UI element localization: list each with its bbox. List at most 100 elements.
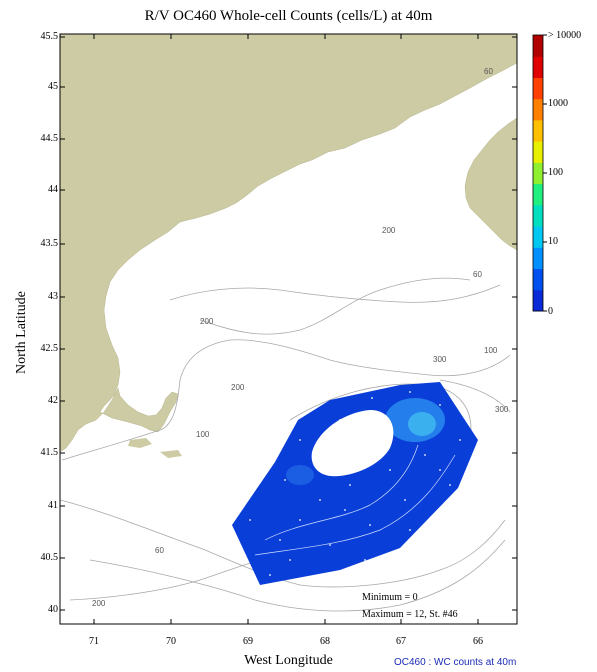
station-dot xyxy=(369,524,371,526)
station-dot xyxy=(409,529,411,531)
y-tick-label: 42 xyxy=(48,395,58,406)
contour-label: 300 xyxy=(433,355,447,364)
colorbar-segment xyxy=(533,289,543,312)
y-tick-label: 40.5 xyxy=(40,552,59,563)
station-dot xyxy=(339,419,341,421)
station-dot xyxy=(279,539,281,541)
land-masses xyxy=(59,33,518,458)
footer-caption: OC460 : WC counts at 40m xyxy=(394,657,517,668)
station-dot xyxy=(364,559,366,561)
colorbar-segment xyxy=(533,247,543,270)
station-dot xyxy=(424,454,426,456)
contour-label: 200 xyxy=(92,599,106,608)
y-tick-label: 41 xyxy=(48,500,58,511)
x-tick-label: 71 xyxy=(89,636,99,647)
stat-minimum: Minimum = 0 xyxy=(362,592,418,603)
y-tick-label: 44.5 xyxy=(40,133,59,144)
station-dot xyxy=(459,439,461,441)
contour-300 xyxy=(439,379,511,413)
contour-label: 300 xyxy=(495,405,509,414)
station-dot xyxy=(319,499,321,501)
contour-label: 100 xyxy=(484,346,498,355)
plot-frame xyxy=(59,33,518,625)
count-field xyxy=(232,382,478,585)
station-dot xyxy=(289,559,291,561)
stat-maximum: Maximum = 12, St. #46 xyxy=(362,609,458,620)
colorbar-segment xyxy=(533,183,543,206)
station-dot xyxy=(404,499,406,501)
station-dot xyxy=(284,479,286,481)
station-dot xyxy=(449,484,451,486)
colorbar-label: 0 xyxy=(548,306,553,317)
colorbar-label: 100 xyxy=(548,167,563,178)
station-dot xyxy=(389,469,391,471)
land-martha-vineyard xyxy=(128,438,152,448)
land-nantucket xyxy=(160,450,182,458)
contour-label: 200 xyxy=(200,317,214,326)
chart-title: R/V OC460 Whole-cell Counts (cells/L) at… xyxy=(144,8,433,24)
station-dot xyxy=(269,574,271,576)
field-contour-line xyxy=(264,444,419,541)
x-axis-label: West Longitude xyxy=(244,653,333,668)
x-tick-label: 69 xyxy=(243,636,253,647)
station-dot xyxy=(344,509,346,511)
contour-label: 60 xyxy=(473,270,482,279)
colorbar-label: > 10000 xyxy=(548,30,582,41)
colorbar-segment xyxy=(533,162,543,185)
station-dot xyxy=(439,404,441,406)
colorbar-frame xyxy=(532,34,544,312)
x-tick-label: 70 xyxy=(166,636,176,647)
colorbar-segment xyxy=(533,35,543,57)
colorbar-segment xyxy=(533,98,543,121)
field-no-data-hole xyxy=(311,410,394,477)
colorbar-label: 1000 xyxy=(548,98,568,109)
colorbar-segment xyxy=(533,204,543,227)
colorbar xyxy=(533,34,547,312)
land-nova-scotia xyxy=(464,117,518,251)
axis-ticks xyxy=(60,34,517,624)
station-dot xyxy=(409,391,411,393)
y-tick-label: 40 xyxy=(48,604,58,615)
station-dot xyxy=(299,439,301,441)
contour-60 xyxy=(59,499,506,588)
y-tick-label: 42.5 xyxy=(40,343,59,354)
contour-inner-gom xyxy=(199,277,471,335)
field-higher-count xyxy=(408,412,436,436)
contour-label: 100 xyxy=(196,430,210,439)
contour-shelf xyxy=(89,539,506,612)
x-tick-label: 67 xyxy=(396,636,406,647)
y-tick-label: 45 xyxy=(48,81,58,92)
station-dot xyxy=(249,519,251,521)
colorbar-segment xyxy=(533,119,543,142)
station-dot xyxy=(299,519,301,521)
station-dot xyxy=(371,397,373,399)
x-tick-label: 68 xyxy=(320,636,330,647)
field-contour-line xyxy=(254,454,456,556)
contour-100 xyxy=(61,339,511,461)
colorbar-segment xyxy=(533,226,543,248)
land-new-england xyxy=(59,33,518,453)
x-tick-label: 66 xyxy=(473,636,483,647)
contour-label: 60 xyxy=(484,67,493,76)
y-tick-label: 43 xyxy=(48,291,58,302)
y-tick-label: 41.5 xyxy=(40,447,59,458)
contour-label: 200 xyxy=(382,226,396,235)
field-edge-count xyxy=(286,465,314,485)
station-dot xyxy=(349,484,351,486)
colorbar-label: 10 xyxy=(548,236,558,247)
station-dot xyxy=(439,469,441,471)
y-axis-label: North Latitude xyxy=(14,291,29,374)
colorbar-segment xyxy=(533,77,543,100)
colorbar-segment xyxy=(533,56,543,78)
contour-label: 200 xyxy=(231,383,245,392)
colorbar-segment xyxy=(533,141,543,163)
station-markers xyxy=(249,391,461,576)
y-tick-label: 43.5 xyxy=(40,238,59,249)
station-dot xyxy=(329,544,331,546)
y-tick-label: 44 xyxy=(48,184,58,195)
contour-label: 60 xyxy=(155,546,164,555)
colorbar-segment xyxy=(533,268,543,291)
contour-200-gom xyxy=(169,284,501,303)
y-tick-label: 45.5 xyxy=(40,31,59,42)
